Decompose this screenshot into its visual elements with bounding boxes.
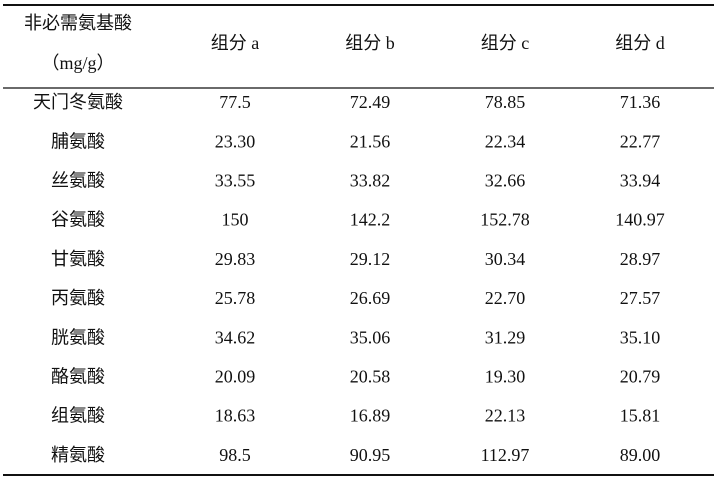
cell: 20.58: [350, 367, 391, 387]
row-label: 脯氨酸: [51, 131, 105, 151]
cell: 89.00: [620, 445, 661, 465]
cell: 142.2: [350, 210, 391, 230]
row-label: 组氨酸: [51, 406, 105, 426]
cell: 34.62: [215, 327, 256, 347]
row-label: 胱氨酸: [51, 327, 105, 347]
cell: 33.94: [620, 171, 661, 191]
cell: 90.95: [350, 445, 391, 465]
row-label: 谷氨酸: [51, 210, 105, 230]
cell: 152.78: [480, 210, 530, 230]
cell: 78.85: [485, 92, 526, 112]
cell: 112.97: [481, 445, 530, 465]
cell: 30.34: [485, 249, 526, 269]
column-header: 组分 d: [615, 33, 665, 53]
cell: 26.69: [350, 288, 391, 308]
cell: 22.70: [485, 288, 526, 308]
cell: 28.97: [620, 249, 661, 269]
cell: 33.55: [215, 171, 256, 191]
row-label: 丝氨酸: [51, 171, 105, 191]
header-label: （mg/g）: [41, 53, 114, 73]
cell: 35.06: [350, 327, 391, 347]
cell: 29.12: [350, 249, 391, 269]
column-header: 组分 b: [345, 33, 395, 53]
row-label: 甘氨酸: [51, 249, 105, 269]
column-header: 组分 a: [211, 33, 260, 53]
row-label: 酪氨酸: [51, 367, 105, 387]
cell: 18.63: [215, 406, 256, 426]
cell: 22.77: [620, 131, 661, 151]
cell: 21.56: [350, 131, 391, 151]
cell: 150: [222, 210, 249, 230]
cell: 71.36: [620, 92, 661, 112]
cell: 32.66: [485, 171, 526, 191]
cell: 20.09: [215, 367, 256, 387]
cell: 35.10: [620, 327, 661, 347]
row-label: 丙氨酸: [51, 288, 105, 308]
cell: 140.97: [615, 210, 665, 230]
cell: 16.89: [350, 406, 391, 426]
cell: 98.5: [219, 445, 251, 465]
cell: 29.83: [215, 249, 256, 269]
header-label: 非必需氨基酸: [24, 13, 132, 33]
cell: 25.78: [215, 288, 256, 308]
cell: 20.79: [620, 367, 661, 387]
row-label: 天门冬氨酸: [33, 92, 123, 112]
cell: 72.49: [350, 92, 391, 112]
cell: 33.82: [350, 171, 391, 191]
cell: 27.57: [620, 288, 661, 308]
column-header: 组分 c: [481, 33, 530, 53]
cell: 22.13: [485, 406, 526, 426]
cell: 23.30: [215, 131, 256, 151]
cell: 15.81: [620, 406, 661, 426]
cell: 19.30: [485, 367, 526, 387]
row-label: 精氨酸: [51, 445, 105, 465]
cell: 77.5: [219, 92, 251, 112]
cell: 31.29: [485, 327, 526, 347]
cell: 22.34: [485, 131, 526, 151]
